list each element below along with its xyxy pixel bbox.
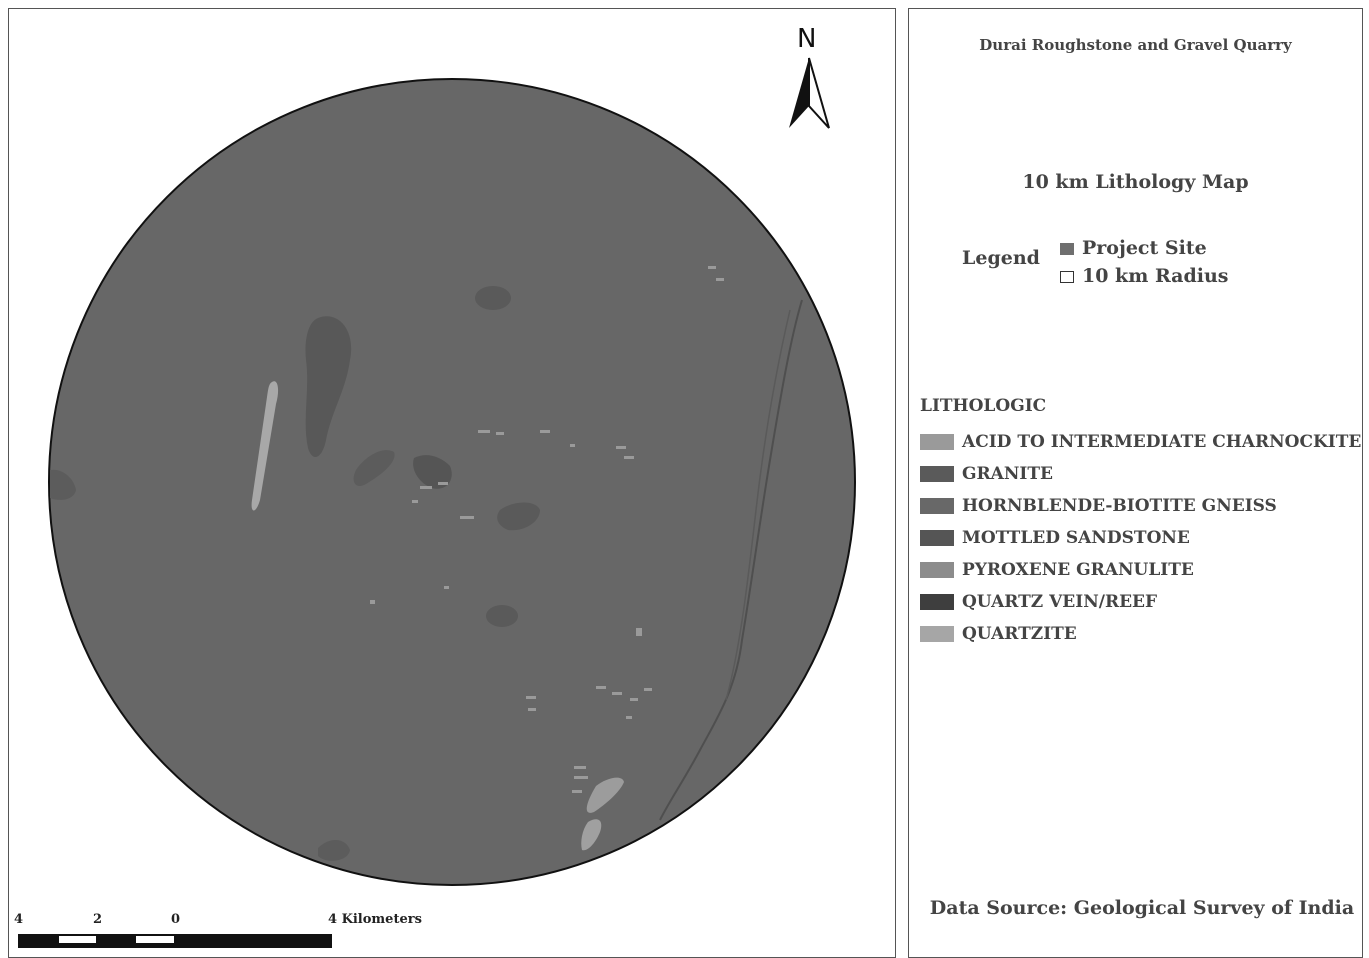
lithologic-heading: LITHOLOGIC <box>920 396 1047 416</box>
litho-label: GRANITE <box>962 464 1053 484</box>
data-source: Data Source: Geological Survey of India <box>929 897 1355 919</box>
granite-patch <box>305 316 352 458</box>
quartzite-strip <box>581 819 602 851</box>
quartzite-strip <box>586 777 624 813</box>
granite-patch <box>475 286 511 310</box>
swatch <box>920 530 954 546</box>
litho-item-granulite: PYROXENE GRANULITE <box>920 554 1361 586</box>
swatch <box>920 562 954 578</box>
scale-bar-labels: 4 2 0 4 Kilometers <box>14 912 444 930</box>
minor-outcrops <box>370 266 724 793</box>
granite-patch <box>318 839 350 861</box>
litho-item-sandstone: MOTTLED SANDSTONE <box>920 522 1361 554</box>
scale-label-2: 2 <box>93 912 103 927</box>
litho-label: PYROXENE GRANULITE <box>962 560 1194 580</box>
sandstone-band <box>725 309 791 701</box>
ten-km-radius-circle <box>48 78 856 886</box>
swatch <box>920 594 954 610</box>
granite-patch <box>486 605 518 627</box>
scale-label-0: 0 <box>171 912 181 927</box>
litho-item-granite: GRANITE <box>920 458 1361 490</box>
litho-label: ACID TO INTERMEDIATE CHARNOCKITE <box>962 432 1362 452</box>
swatch <box>920 498 954 514</box>
map-title: Durai Roughstone and Gravel Quarry <box>979 36 1292 54</box>
sandstone-band <box>659 299 803 821</box>
legend-panel <box>908 8 1363 958</box>
map-subtitle: 10 km Lithology Map <box>1022 171 1249 193</box>
litho-label: QUARTZ VEIN/REEF <box>962 592 1158 612</box>
legend-label: Legend <box>962 247 1040 269</box>
litho-item-quartzite: QUARTZITE <box>920 618 1361 650</box>
litho-item-gneiss: HORNBLENDE-BIOTITE GNEISS <box>920 490 1361 522</box>
litho-item-quartz-vein: QUARTZ VEIN/REEF <box>920 586 1361 618</box>
litho-item-charnockite: ACID TO INTERMEDIATE CHARNOCKITE <box>920 426 1361 458</box>
scale-label-km: 4 Kilometers <box>328 912 422 927</box>
north-arrow-icon <box>789 57 830 129</box>
legend-item-radius: 10 km Radius <box>1060 265 1229 287</box>
litho-label: QUARTZITE <box>962 624 1077 644</box>
quartzite-strip <box>251 381 279 511</box>
project-site-swatch <box>1060 243 1074 255</box>
legend-item-project-site: Project Site <box>1060 237 1207 259</box>
swatch <box>920 466 954 482</box>
radius-swatch <box>1060 271 1074 283</box>
litho-label: HORNBLENDE-BIOTITE GNEISS <box>962 496 1277 516</box>
lithology-map[interactable] <box>0 0 900 954</box>
granite-patch <box>353 450 395 487</box>
scale-bar <box>18 934 332 948</box>
quartz-vein-patch <box>413 455 452 489</box>
legend-item-label: 10 km Radius <box>1082 265 1229 287</box>
scale-label-4: 4 <box>14 912 24 927</box>
granite-patch <box>497 502 540 531</box>
legend-item-label: Project Site <box>1082 237 1207 259</box>
swatch <box>920 626 954 642</box>
swatch <box>920 434 954 450</box>
granite-patch <box>50 469 76 500</box>
lithologic-legend: ACID TO INTERMEDIATE CHARNOCKITE GRANITE… <box>920 426 1361 650</box>
litho-label: MOTTLED SANDSTONE <box>962 528 1190 548</box>
north-label: N <box>797 24 817 54</box>
